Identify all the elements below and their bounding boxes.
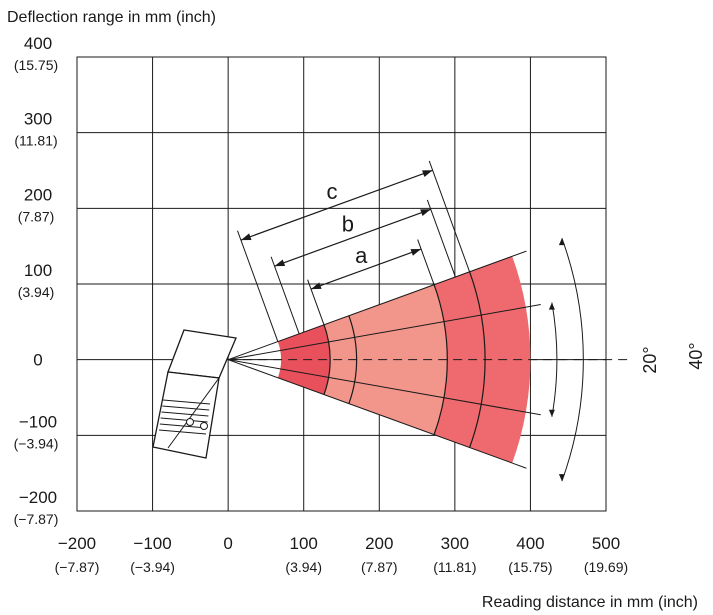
extension-line (426, 199, 456, 278)
range-arc (433, 284, 448, 435)
scanner-edge (167, 377, 220, 449)
x-tick-label: 100 (290, 534, 318, 553)
x-tick-label: −200 (58, 534, 96, 553)
x-tick-label: −100 (133, 534, 171, 553)
x-tick-label: 400 (516, 534, 544, 553)
extension-line (307, 279, 325, 325)
scanner-grille-line (158, 429, 207, 435)
scanner-head (167, 329, 237, 379)
scanner-grille-line (160, 417, 208, 423)
arrow-head (274, 259, 286, 267)
dimension-line (274, 208, 431, 267)
scanner-led (200, 422, 208, 430)
x-tick-sublabel: (−3.94) (130, 559, 175, 575)
y-tick-sublabel: (−3.94) (14, 435, 59, 451)
beam-line (228, 304, 541, 361)
y-tick-sublabel: (11.81) (14, 133, 57, 149)
y-tick-sublabel: (15.75) (14, 57, 58, 73)
range-label-a: a (355, 243, 368, 268)
beam-line (228, 359, 541, 416)
extension-line (237, 230, 279, 342)
scanner-device (152, 329, 237, 459)
y-tick-label: −100 (19, 412, 57, 431)
arrow-head (558, 238, 565, 246)
x-tick-sublabel: (15.75) (508, 559, 552, 575)
extension-line (417, 239, 435, 285)
y-tick-label: 200 (24, 185, 52, 204)
x-tick-label: 500 (592, 534, 620, 553)
angle-label: 20° (640, 346, 660, 373)
arrow-head (311, 282, 322, 290)
range-arc (323, 324, 331, 395)
extension-line (428, 160, 471, 272)
angle-label: 40° (686, 342, 706, 369)
x-tick-sublabel: (3.94) (285, 559, 322, 575)
x-axis-label: Reading distance in mm (inch) (482, 594, 698, 611)
chart-title: Deflection range in mm (inch) (7, 9, 216, 26)
y-tick-sublabel: (3.94) (18, 284, 55, 300)
axis-tick-labels: −200 (−7.87) −100 (−3.94) 0 100 (3.94) 200 (7.87… (14, 34, 629, 575)
range-dimensions: abc (237, 160, 471, 342)
y-tick-label: −200 (19, 488, 57, 507)
arrow-head (558, 474, 565, 482)
field-band (434, 256, 531, 464)
scanner-led (186, 418, 194, 426)
x-tick-sublabel: (19.69) (584, 559, 628, 575)
angle-arc-20 (551, 302, 558, 417)
dimension-line (310, 248, 422, 290)
reading-field: 20° 40° (227, 238, 706, 482)
x-tick-sublabel: (7.87) (361, 559, 398, 575)
scanner-grille-line (159, 423, 207, 429)
arrow-head (410, 249, 422, 256)
y-tick-label: 100 (24, 261, 52, 280)
y-tick-label: 400 (24, 34, 52, 53)
scanner-body (152, 371, 220, 459)
range-label-c: c (326, 179, 337, 204)
arrow-head (422, 170, 433, 178)
scanner-grille-line (162, 405, 210, 411)
x-tick-label: 300 (441, 534, 469, 553)
arrow-head (420, 209, 431, 217)
y-tick-sublabel: (7.87) (18, 208, 55, 224)
x-tick-label: 0 (223, 534, 232, 553)
arrow-head (548, 409, 555, 417)
scanner-grille-line (162, 399, 211, 405)
arrow-head (548, 302, 555, 310)
x-tick-sublabel: (11.81) (433, 559, 476, 575)
scanner-grille-line (161, 411, 209, 417)
y-tick-label: 0 (33, 351, 42, 370)
beam-line (227, 359, 527, 469)
range-label-b: b (342, 212, 354, 237)
arrow-head (240, 233, 252, 241)
angle-arc-40 (561, 238, 584, 482)
y-tick-label: 300 (24, 110, 52, 129)
x-tick-label: 200 (365, 534, 393, 553)
x-tick-sublabel: (−7.87) (55, 559, 100, 575)
extension-line (270, 256, 300, 334)
y-tick-sublabel: (−7.87) (14, 511, 59, 527)
dimension-line (240, 169, 433, 241)
